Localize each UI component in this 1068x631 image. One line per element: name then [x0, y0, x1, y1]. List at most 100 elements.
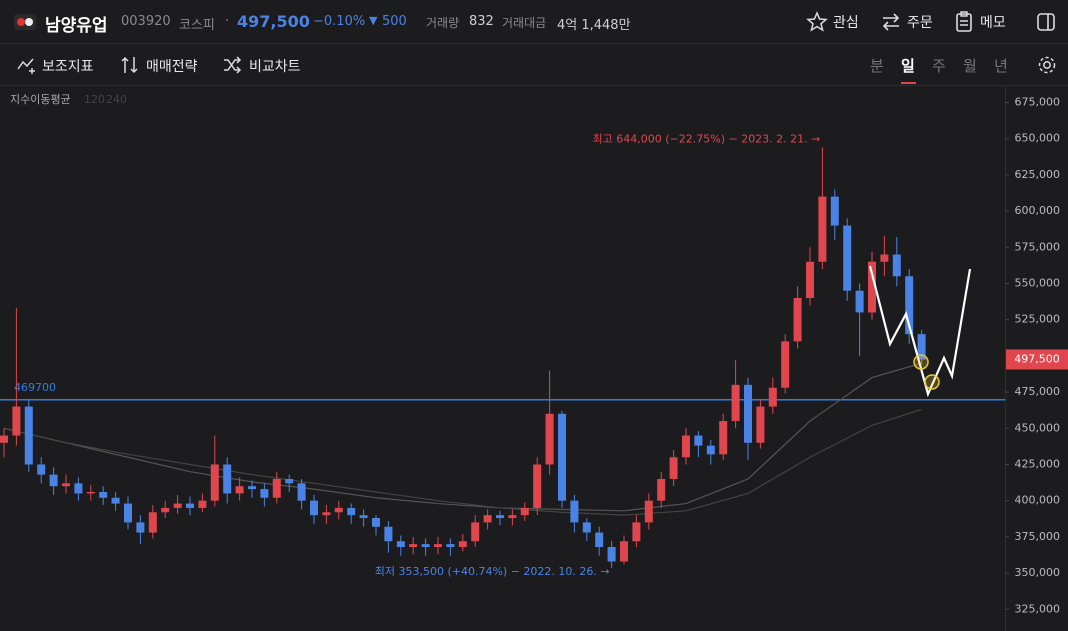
y-tick-label: 475,000 [1015, 385, 1061, 398]
candle-body [868, 261, 876, 313]
candle-body [483, 515, 492, 523]
candle-body [446, 544, 455, 548]
candle-body [843, 225, 852, 291]
period-tab[interactable]: 월 [963, 57, 977, 75]
tool-compare[interactable]: 비교차트 [249, 59, 301, 75]
y-tick-label: 325,000 [1015, 602, 1061, 615]
candle-body [12, 406, 21, 436]
candle-body [223, 464, 232, 494]
candle-body [111, 497, 120, 504]
y-tick-label: 675,000 [1015, 95, 1061, 108]
candle-body [545, 413, 554, 465]
candle-body [917, 334, 926, 360]
candle-body [508, 515, 517, 519]
price: 497,500 [237, 12, 310, 31]
candle-body [632, 522, 641, 542]
active-underline [901, 82, 916, 84]
candle-body [830, 196, 839, 226]
candle-body [322, 512, 331, 516]
candle-body [905, 276, 914, 335]
candle-body [24, 406, 33, 465]
candle-body [347, 507, 356, 516]
candle-body [186, 503, 194, 508]
candle-body [297, 483, 306, 501]
candle-body [148, 512, 157, 533]
separator: · [225, 14, 230, 29]
candle-body [595, 532, 604, 548]
indicator-label: 지수이동평균 [10, 93, 71, 106]
legend-entry: 120 [84, 93, 105, 106]
period-tab[interactable]: 년 [994, 57, 1008, 75]
header-bar: 남양유업 003920 코스피 · 497,500 −0.10% ▼ 500 거… [0, 0, 1068, 44]
last-price-label: 497,500 [1014, 353, 1060, 366]
candle-body [285, 478, 294, 484]
price-annotation: 최저 353,500 (+40.74%) − 2022. 10. 26. → [375, 565, 610, 578]
candle-body [533, 464, 542, 508]
candle-body [570, 500, 579, 523]
price-annotation: 최고 644,000 (−22.75%) − 2023. 2. 21. → [593, 132, 821, 145]
stock-name: 남양유업 [45, 16, 108, 36]
candle-body [496, 515, 504, 519]
action-watch[interactable]: 관심 [833, 15, 859, 31]
volume: 832 [469, 14, 494, 29]
candle-body [719, 421, 728, 455]
action-order[interactable]: 주문 [907, 15, 933, 31]
candle-body [558, 413, 566, 501]
candle-body [49, 474, 58, 487]
candle-body [372, 518, 380, 527]
trade-value: 4억 1,448만 [557, 18, 631, 33]
change-pct: −0.10% [313, 14, 366, 29]
candle-body [359, 515, 368, 519]
star-icon[interactable] [806, 11, 828, 33]
period-tab[interactable]: 일 [901, 57, 915, 75]
candle-body [892, 254, 901, 277]
moving-average-line [3, 362, 922, 512]
memo-icon[interactable] [954, 10, 974, 34]
candle-body [37, 464, 46, 475]
drawing-marker [913, 354, 929, 370]
settings-icon[interactable] [1036, 54, 1058, 76]
y-tick-label: 600,000 [1015, 204, 1061, 217]
candle-body [62, 483, 70, 487]
last-price-box [1006, 349, 1068, 370]
y-tick-label: 625,000 [1015, 168, 1061, 181]
candle-body [818, 196, 827, 262]
candle-body [334, 507, 343, 513]
candle-body [173, 503, 182, 508]
candle-body [458, 541, 467, 548]
candle-body [310, 500, 318, 516]
candle-body [235, 486, 244, 494]
order-icon[interactable] [880, 11, 902, 33]
y-tick-label: 450,000 [1015, 421, 1061, 434]
tool-strategy[interactable]: 매매전략 [146, 59, 198, 75]
candle-body [434, 544, 442, 548]
period-tab[interactable]: 주 [932, 57, 946, 75]
moving-average-line [16, 408, 922, 516]
strategy-icon[interactable] [120, 55, 140, 75]
compare-icon[interactable] [222, 56, 242, 74]
period-tab[interactable]: 분 [870, 57, 884, 75]
candle-body [124, 503, 132, 523]
indicator-icon[interactable] [16, 56, 36, 74]
candle-body [520, 507, 529, 516]
candle-body [582, 522, 591, 533]
tool-indicators[interactable]: 보조지표 [42, 59, 94, 75]
candle-body [756, 406, 765, 443]
user-drawing [868, 265, 972, 398]
candle-body [855, 290, 864, 313]
candle-body [260, 489, 269, 498]
panel-icon[interactable] [1036, 12, 1056, 32]
candle-body [248, 486, 256, 490]
action-memo[interactable]: 메모 [980, 15, 1006, 31]
down-arrow: ▼ [369, 14, 378, 27]
volume-label: 거래량 [426, 16, 460, 30]
candle-body [74, 483, 83, 494]
legend-entry: 240 [106, 93, 127, 106]
candle-body [744, 384, 752, 443]
candle-body [161, 507, 170, 513]
candle-body [620, 541, 628, 562]
candle-body [806, 261, 814, 298]
y-tick-label: 400,000 [1015, 494, 1061, 507]
